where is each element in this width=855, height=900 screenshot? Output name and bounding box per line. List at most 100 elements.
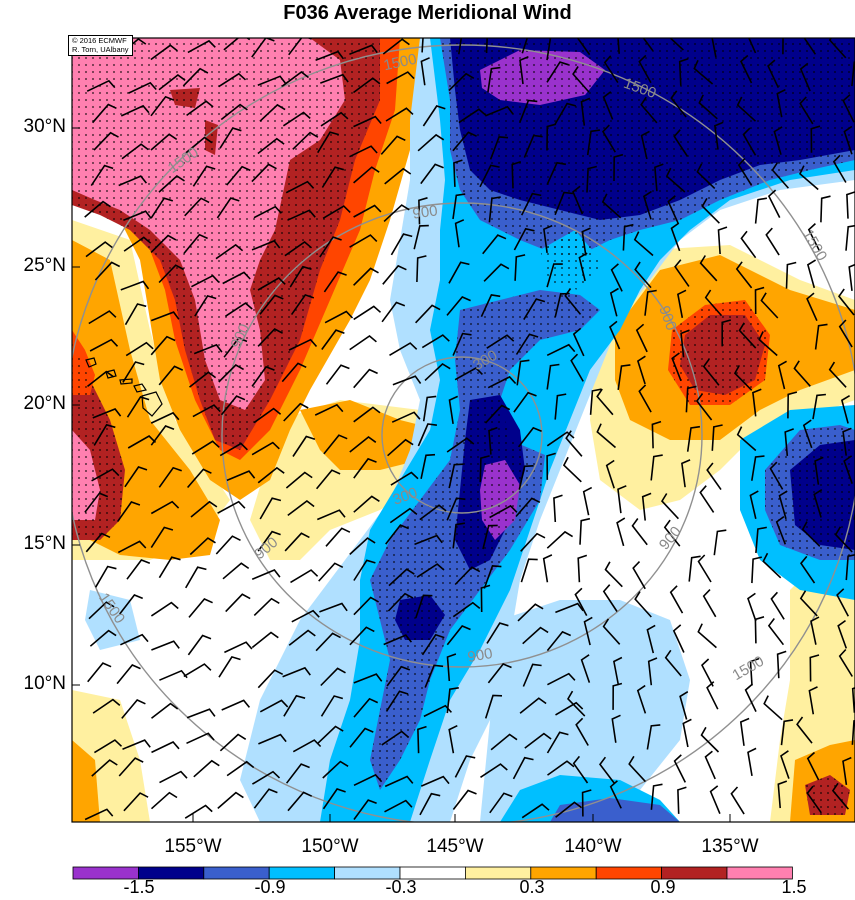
wind-barb <box>685 385 697 413</box>
wind-barb <box>288 38 312 56</box>
wind-barb <box>123 236 152 252</box>
wind-barb <box>287 209 316 221</box>
wind-barb <box>799 590 818 617</box>
wind-barb <box>837 288 855 316</box>
wind-barb <box>806 785 822 814</box>
wind-barb <box>713 529 727 556</box>
wind-barb <box>602 91 614 120</box>
wind-barb <box>777 360 787 390</box>
wind-barb <box>581 227 591 256</box>
wind-barb <box>670 222 681 252</box>
wind-barb <box>574 587 588 616</box>
wind-barb <box>257 137 285 155</box>
wind-barb <box>90 164 114 187</box>
wind-barb <box>519 56 529 85</box>
wind-barb <box>120 280 150 291</box>
wind-barb <box>730 786 745 815</box>
wind-barb <box>489 504 518 519</box>
wind-barb <box>642 190 652 220</box>
wind-barb <box>216 197 240 219</box>
wind-barb <box>151 741 180 754</box>
wind-barb <box>452 789 477 810</box>
wind-barb <box>575 717 589 746</box>
wind-barb <box>673 754 687 783</box>
wind-barb <box>803 38 817 55</box>
wind-barb <box>699 485 715 513</box>
wind-barb <box>799 165 819 191</box>
wind-barb <box>758 331 778 357</box>
wind-barb <box>562 456 582 483</box>
wind-barb <box>290 293 315 316</box>
contour-label-6: 900 <box>411 202 438 222</box>
wind-barb <box>602 618 621 645</box>
wind-barb <box>150 234 177 253</box>
wind-barb <box>349 435 377 453</box>
wind-barb <box>257 277 286 291</box>
wind-barb <box>448 463 464 489</box>
wind-barb <box>353 267 379 286</box>
wind-barb <box>671 352 682 382</box>
wind-barb <box>423 704 452 718</box>
wind-barb <box>846 191 855 219</box>
wind-barb <box>836 588 850 617</box>
wind-barb <box>87 662 112 683</box>
wind-barb <box>257 530 281 552</box>
wind-barb <box>251 163 277 183</box>
wind-barb <box>640 96 658 124</box>
wind-barb <box>679 691 689 720</box>
wind-barb <box>681 459 691 488</box>
wind-barb <box>776 88 786 118</box>
wind-barb <box>711 424 723 451</box>
wind-barb <box>636 355 646 385</box>
wind-barb <box>740 230 757 259</box>
wind-barb <box>446 687 459 714</box>
lat-ticks <box>72 127 80 686</box>
wind-barb <box>647 657 658 686</box>
wind-barb <box>733 365 753 391</box>
wind-barb <box>763 695 783 721</box>
wind-barb <box>224 302 253 317</box>
wind-barb <box>417 423 438 447</box>
wind-barb <box>553 494 563 523</box>
wind-barb <box>316 509 346 521</box>
wind-barb <box>486 622 509 644</box>
wind-barb <box>187 634 212 656</box>
wind-barb <box>749 490 759 519</box>
wind-barb <box>291 609 320 623</box>
island-molokai <box>119 378 133 385</box>
wind-barb <box>183 233 208 254</box>
wind-barb <box>388 568 415 587</box>
lat-label-15n: 15°N <box>23 533 66 554</box>
wind-barb <box>383 204 410 222</box>
contour-label-11: 900 <box>466 645 494 666</box>
wind-barb <box>191 274 220 288</box>
wind-barb <box>773 126 783 155</box>
wind-barb <box>322 205 351 219</box>
wind-barb <box>580 97 591 126</box>
wind-barb <box>546 431 575 447</box>
wind-barb <box>485 38 488 54</box>
stipple-top-right <box>440 38 855 260</box>
wind-barb <box>605 459 615 489</box>
wind-barb <box>128 81 157 94</box>
wind-barb <box>88 310 117 325</box>
wind-barb <box>542 554 553 583</box>
wind-barb <box>632 561 646 590</box>
wind-barb <box>765 227 780 256</box>
wind-barb <box>554 393 567 420</box>
wind-barb <box>796 716 813 744</box>
wind-barb <box>452 522 466 549</box>
lat-label-10n: 10°N <box>23 673 66 694</box>
wind-barb <box>754 616 765 644</box>
wind-barb <box>780 719 794 746</box>
wind-barb <box>642 38 654 52</box>
wind-barb <box>321 329 345 350</box>
wind-barb <box>391 411 421 423</box>
wind-barb <box>677 289 687 318</box>
wind-barb <box>380 135 406 155</box>
wind-barb <box>754 286 765 315</box>
wind-barb <box>638 384 652 413</box>
wind-barb <box>688 555 701 582</box>
wind-barb <box>259 497 282 520</box>
wind-barb <box>701 198 720 224</box>
